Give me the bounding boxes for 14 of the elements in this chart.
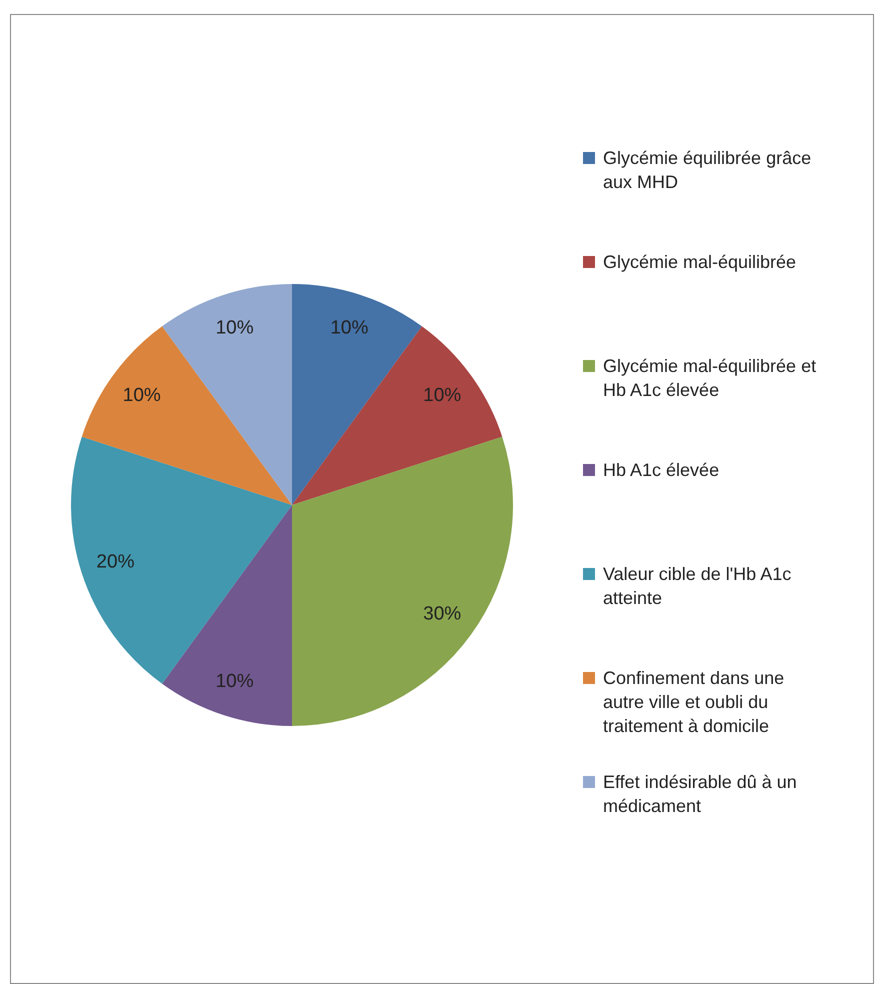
legend-label: Confinement dans une autre ville et oubli du traitement à domicile (603, 668, 784, 736)
data-label: 10% (330, 318, 368, 339)
legend-label: Valeur cible de l'Hb A1c atteinte (603, 564, 792, 608)
legend-label: Effet indésirable dû à un médicament (603, 772, 797, 816)
data-label: 20% (96, 552, 135, 573)
data-label: 10% (216, 318, 254, 339)
legend-label: Glycémie mal-équilibrée et Hb A1c élevée (603, 356, 816, 400)
legend-label: Glycémie équilibrée grâce aux MHD (603, 148, 812, 192)
data-label: 30% (423, 603, 462, 624)
data-label: 10% (122, 385, 161, 406)
legend-label: Glycémie mal-équilibrée (603, 252, 796, 272)
data-label: 10% (423, 385, 462, 406)
data-label: 10% (216, 670, 254, 692)
legend-label: Hb A1c élevée (603, 460, 720, 480)
